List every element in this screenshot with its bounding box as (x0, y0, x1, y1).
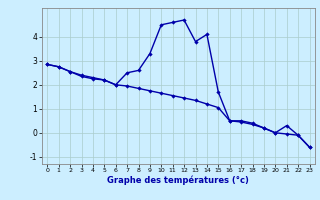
X-axis label: Graphe des températures (°c): Graphe des températures (°c) (108, 176, 249, 185)
